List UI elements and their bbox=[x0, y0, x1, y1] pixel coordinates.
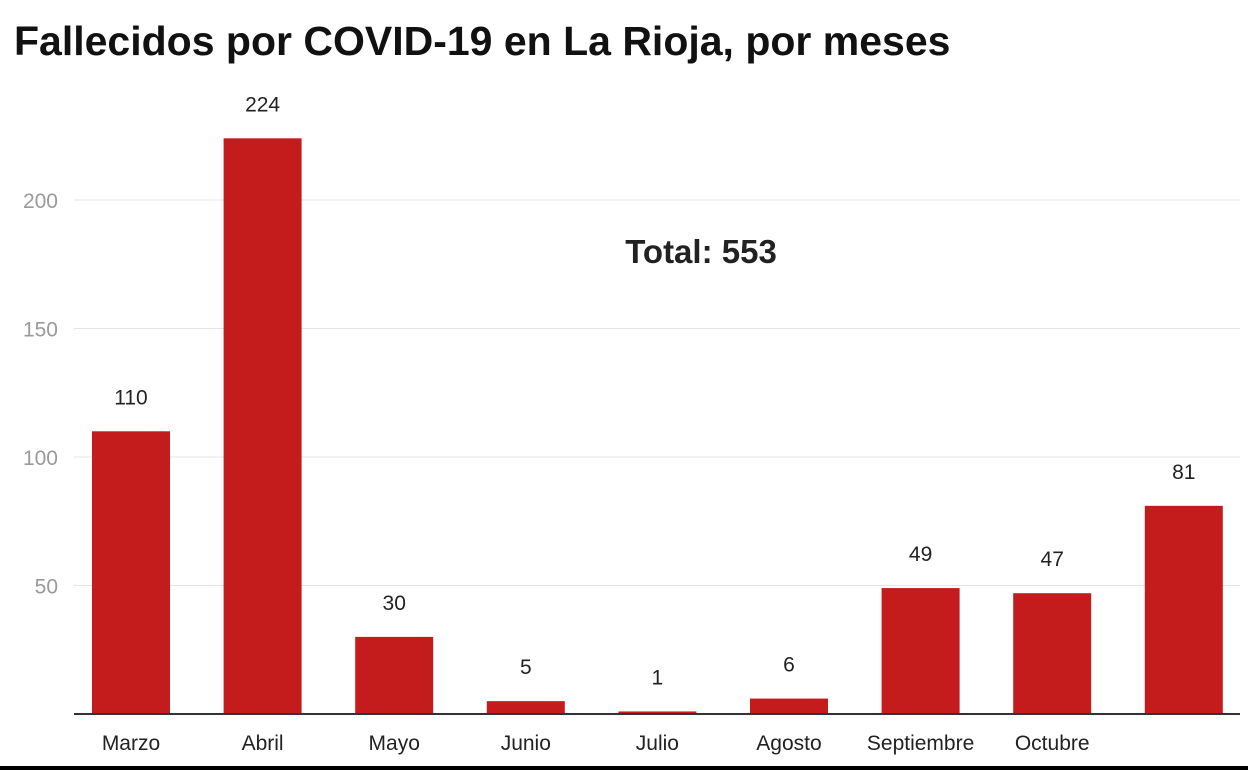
data-label: 5 bbox=[520, 656, 532, 679]
data-label: 81 bbox=[1172, 461, 1195, 484]
data-label: 47 bbox=[1041, 548, 1064, 571]
category-label: Abril bbox=[242, 732, 284, 755]
x-axis-categories: Marzo Abril Mayo Junio Julio Agosto Septiembre… bbox=[102, 732, 1090, 755]
data-label: 6 bbox=[783, 654, 795, 677]
y-tick-label: 200 bbox=[23, 190, 58, 213]
bar bbox=[223, 138, 302, 714]
category-label: Mayo bbox=[369, 732, 420, 755]
y-tick-label: 150 bbox=[23, 319, 58, 342]
category-label: Marzo bbox=[102, 732, 160, 755]
total-annotation: Total: 553 bbox=[625, 233, 777, 270]
bar bbox=[618, 711, 697, 714]
bar bbox=[1144, 505, 1223, 714]
data-label: 1 bbox=[652, 666, 664, 689]
bottom-border bbox=[0, 766, 1248, 770]
category-label: Octubre bbox=[1015, 732, 1090, 755]
data-label: 49 bbox=[909, 543, 932, 566]
y-axis-ticks: 50 100 150 200 bbox=[23, 190, 58, 599]
bar bbox=[881, 588, 960, 714]
data-label: 30 bbox=[383, 592, 406, 615]
bar bbox=[486, 701, 565, 714]
bar bbox=[750, 698, 828, 714]
category-label: Julio bbox=[636, 732, 679, 755]
bar bbox=[1013, 593, 1092, 714]
category-label: Septiembre bbox=[867, 732, 974, 755]
chart-title: Fallecidos por COVID-19 en La Rioja, por… bbox=[14, 18, 951, 64]
data-label: 110 bbox=[114, 386, 147, 409]
category-label: Junio bbox=[501, 732, 551, 755]
bar bbox=[355, 636, 434, 714]
y-tick-label: 100 bbox=[23, 447, 58, 470]
bar bbox=[92, 431, 170, 714]
data-label: 224 bbox=[245, 93, 280, 116]
y-tick-label: 50 bbox=[35, 576, 58, 599]
data-labels: 110 224 30 5 1 6 49 47 81 bbox=[114, 93, 1195, 689]
bars bbox=[92, 138, 1223, 714]
category-label: Agosto bbox=[756, 732, 821, 755]
